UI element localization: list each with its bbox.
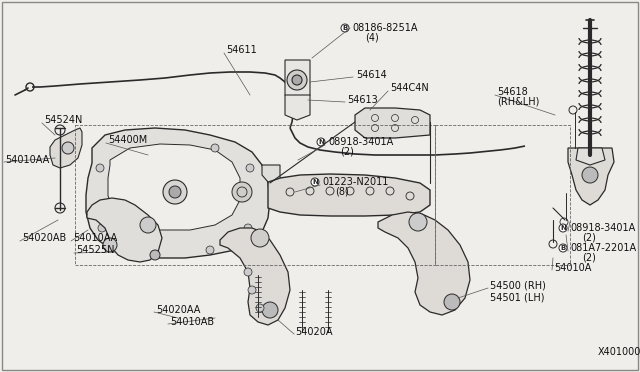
- Polygon shape: [576, 148, 605, 165]
- Circle shape: [341, 24, 349, 32]
- Text: 54020AB: 54020AB: [22, 233, 67, 243]
- Text: 54010AA: 54010AA: [73, 233, 117, 243]
- Text: 54500 (RH): 54500 (RH): [490, 280, 546, 290]
- Circle shape: [444, 294, 460, 310]
- Circle shape: [140, 217, 156, 233]
- Polygon shape: [50, 128, 82, 168]
- Polygon shape: [262, 165, 280, 182]
- Circle shape: [103, 238, 117, 252]
- Text: 08918-3401A: 08918-3401A: [328, 137, 393, 147]
- Text: 54611: 54611: [226, 45, 257, 55]
- Text: 54614: 54614: [356, 70, 387, 80]
- Text: 08186-8251A: 08186-8251A: [352, 23, 417, 33]
- Polygon shape: [220, 228, 290, 325]
- Circle shape: [262, 302, 278, 318]
- Circle shape: [317, 138, 325, 146]
- Circle shape: [292, 75, 302, 85]
- Text: (2): (2): [340, 147, 354, 157]
- Text: (2): (2): [582, 233, 596, 243]
- Circle shape: [559, 244, 567, 252]
- Text: (RH&LH): (RH&LH): [497, 97, 540, 107]
- Polygon shape: [108, 144, 240, 230]
- Circle shape: [163, 180, 187, 204]
- Circle shape: [62, 142, 74, 154]
- Circle shape: [256, 304, 264, 312]
- Text: 08918-3401A: 08918-3401A: [570, 223, 636, 233]
- Circle shape: [150, 250, 160, 260]
- Text: 54010AA: 54010AA: [5, 155, 49, 165]
- Text: 54010AB: 54010AB: [170, 317, 214, 327]
- Text: 54010A: 54010A: [554, 263, 591, 273]
- Circle shape: [211, 144, 219, 152]
- Circle shape: [559, 224, 567, 232]
- Text: B: B: [561, 245, 566, 251]
- Circle shape: [206, 246, 214, 254]
- Circle shape: [582, 167, 598, 183]
- Circle shape: [251, 229, 269, 247]
- Polygon shape: [378, 212, 470, 315]
- Polygon shape: [87, 198, 162, 262]
- Text: 081A7-2201A: 081A7-2201A: [570, 243, 636, 253]
- Text: 54020A: 54020A: [295, 327, 333, 337]
- Circle shape: [311, 178, 319, 186]
- Text: 54020AA: 54020AA: [156, 305, 200, 315]
- Text: (8): (8): [335, 187, 349, 197]
- Text: 54501 (LH): 54501 (LH): [490, 292, 545, 302]
- Circle shape: [246, 164, 254, 172]
- Polygon shape: [86, 128, 270, 258]
- Text: 54525N: 54525N: [76, 245, 115, 255]
- Circle shape: [169, 186, 181, 198]
- Polygon shape: [355, 108, 430, 138]
- Polygon shape: [568, 148, 614, 205]
- Circle shape: [248, 286, 256, 294]
- Circle shape: [244, 224, 252, 232]
- Circle shape: [232, 182, 252, 202]
- Circle shape: [287, 70, 307, 90]
- Polygon shape: [285, 60, 310, 100]
- Circle shape: [244, 268, 252, 276]
- Text: (4): (4): [365, 33, 379, 43]
- Text: (2): (2): [582, 253, 596, 263]
- Circle shape: [96, 164, 104, 172]
- Text: N: N: [312, 179, 318, 185]
- Text: X401000J: X401000J: [598, 347, 640, 357]
- Text: 544C4N: 544C4N: [390, 83, 429, 93]
- Polygon shape: [285, 95, 310, 120]
- Circle shape: [98, 224, 106, 232]
- Text: N: N: [318, 139, 324, 145]
- Circle shape: [409, 213, 427, 231]
- Text: 54400M: 54400M: [108, 135, 147, 145]
- Text: 54613: 54613: [347, 95, 378, 105]
- Polygon shape: [268, 174, 430, 216]
- Text: 54618: 54618: [497, 87, 528, 97]
- Text: N: N: [560, 225, 566, 231]
- Text: 01223-N2011: 01223-N2011: [322, 177, 388, 187]
- Text: B: B: [342, 25, 348, 31]
- Text: 54524N: 54524N: [44, 115, 83, 125]
